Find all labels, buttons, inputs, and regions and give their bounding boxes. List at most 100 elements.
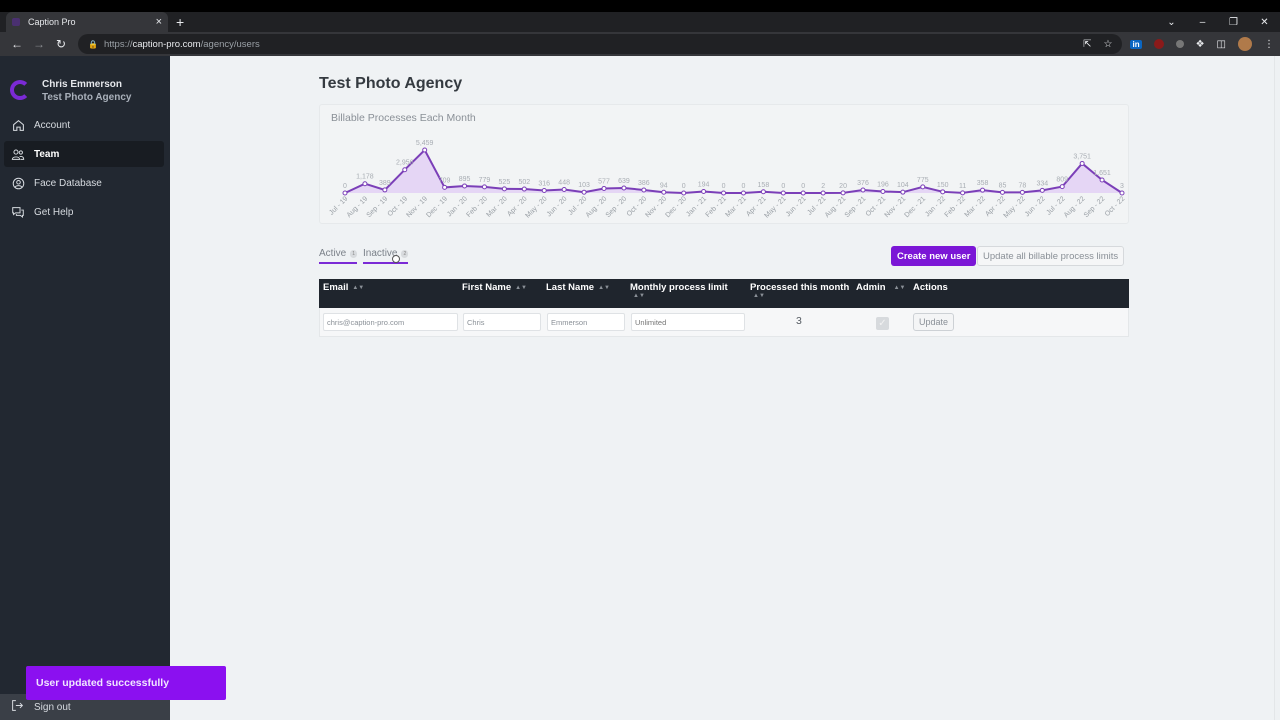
kebab-menu-icon[interactable]: ⋮: [1264, 38, 1274, 50]
ublock-extension-icon[interactable]: [1153, 39, 1164, 49]
sidebar-item-get-help[interactable]: Get Help: [4, 199, 164, 225]
svg-text:2,956: 2,956: [396, 160, 414, 167]
linkedin-extension-icon[interactable]: in: [1130, 39, 1142, 49]
svg-text:Dec - 20: Dec - 20: [664, 195, 688, 219]
svg-text:389: 389: [379, 180, 391, 187]
bookmark-star-icon[interactable]: ☆: [1103, 38, 1113, 50]
svg-text:709: 709: [439, 177, 451, 184]
svg-text:Jun - 21: Jun - 21: [785, 195, 808, 218]
back-icon[interactable]: ←: [11, 37, 23, 51]
tab-inactive[interactable]: Inactive 2: [363, 248, 409, 264]
svg-text:0: 0: [343, 183, 347, 190]
svg-text:11: 11: [959, 183, 966, 190]
sidebar-item-account[interactable]: Account: [4, 112, 164, 138]
sidebar-nav: Account Team Face Database Get Help: [0, 112, 170, 225]
main-content: Test Photo Agency Billable Processes Eac…: [170, 56, 1280, 720]
svg-text:Mar - 21: Mar - 21: [724, 195, 747, 218]
column-header-admin[interactable]: Admin ▲▼: [856, 282, 905, 293]
url-path: /agency/users: [200, 38, 260, 50]
update-user-button[interactable]: Update: [913, 313, 955, 331]
avatar: [10, 80, 32, 102]
update-all-limits-button[interactable]: Update all billable process limits: [977, 246, 1125, 266]
svg-text:386: 386: [638, 180, 650, 187]
monthly-limit-field[interactable]: [631, 313, 745, 331]
forward-icon[interactable]: →: [33, 37, 45, 51]
sort-icon[interactable]: ▲▼: [753, 293, 765, 299]
svg-text:Feb - 21: Feb - 21: [705, 195, 728, 218]
browser-tab[interactable]: Caption Pro ×: [6, 12, 168, 32]
svg-text:Sep - 20: Sep - 20: [605, 195, 629, 219]
column-header-email[interactable]: Email ▲▼: [323, 282, 364, 293]
svg-text:94: 94: [660, 182, 668, 189]
sort-icon[interactable]: ▲▼: [598, 284, 610, 291]
svg-text:196: 196: [877, 181, 889, 188]
side-panel-icon[interactable]: ◫: [1216, 38, 1226, 50]
users-icon: [11, 147, 25, 161]
chart-title: Billable Processes Each Month: [331, 112, 476, 124]
user-profile: Chris Emmerson Test Photo Agency: [0, 56, 170, 112]
admin-checkbox[interactable]: ✓: [876, 317, 889, 330]
sidebar-item-face-database[interactable]: Face Database: [4, 170, 164, 196]
svg-text:Sep - 21: Sep - 21: [844, 195, 868, 219]
sort-icon[interactable]: ▲▼: [633, 293, 645, 299]
favicon-icon: [12, 18, 20, 26]
face-icon: [11, 176, 25, 190]
sidebar-item-label: Account: [34, 119, 71, 131]
sidebar-item-team[interactable]: Team: [4, 141, 164, 167]
address-bar[interactable]: 🔒 https://caption-pro.com/agency/users ⇱…: [78, 34, 1123, 54]
tab-close-icon[interactable]: ×: [155, 16, 162, 28]
browser-tab-strip: Caption Pro × + ⌄ – ❐ ✕: [0, 12, 1280, 32]
app-root: Chris Emmerson Test Photo Agency Account…: [0, 56, 1280, 720]
share-icon[interactable]: ⇱: [1083, 38, 1092, 50]
close-window-icon[interactable]: ✕: [1260, 16, 1269, 28]
tab-title: Caption Pro: [28, 17, 76, 27]
logo-c-icon: [10, 80, 30, 100]
column-header-last-name[interactable]: Last Name ▲▼: [546, 282, 610, 293]
svg-text:775: 775: [917, 177, 929, 184]
extension-icon[interactable]: [1175, 40, 1184, 48]
header-label: Actions: [913, 282, 948, 293]
sort-icon[interactable]: ▲▼: [893, 284, 906, 291]
svg-text:Mar - 20: Mar - 20: [485, 195, 508, 218]
header-label: Email: [323, 282, 349, 293]
email-field[interactable]: [323, 313, 458, 331]
reload-icon[interactable]: ↻: [55, 37, 67, 51]
svg-text:779: 779: [479, 177, 491, 184]
scrollbar[interactable]: [1274, 56, 1280, 720]
column-header-monthly-limit[interactable]: Monthly process limit ▲▼: [630, 282, 728, 299]
table-row: 3 ✓ Update: [319, 308, 1129, 337]
chat-icon: [11, 205, 25, 219]
mouse-cursor: [392, 255, 400, 263]
users-table: Email ▲▼ First Name ▲▼ Last Name ▲▼ Monthly…: [319, 279, 1129, 337]
svg-text:May - 20: May - 20: [524, 195, 548, 219]
last-name-field[interactable]: [547, 313, 625, 331]
restore-icon[interactable]: ❐: [1229, 16, 1238, 28]
sort-icon[interactable]: ▲▼: [352, 284, 365, 291]
table-header: Email ▲▼ First Name ▲▼ Last Name ▲▼ Monthly…: [319, 279, 1129, 308]
column-header-processed[interactable]: Processed this month ▲▼: [750, 282, 849, 299]
tab-active[interactable]: Active 1: [319, 248, 358, 264]
puzzle-extensions-icon[interactable]: ❖: [1195, 38, 1205, 50]
svg-text:639: 639: [618, 178, 630, 185]
svg-text:0: 0: [722, 183, 726, 190]
sort-icon[interactable]: ▲▼: [515, 284, 527, 291]
svg-text:103: 103: [578, 182, 590, 189]
svg-text:158: 158: [758, 182, 770, 189]
column-header-first-name[interactable]: First Name ▲▼: [462, 282, 527, 293]
profile-avatar-icon[interactable]: [1238, 37, 1252, 51]
svg-text:150: 150: [937, 182, 949, 189]
new-tab-button[interactable]: +: [176, 14, 185, 30]
svg-text:2: 2: [821, 183, 825, 190]
first-name-field[interactable]: [463, 313, 541, 331]
sign-out-label: Sign out: [34, 701, 71, 713]
header-label: Last Name: [546, 282, 595, 293]
status-tabs: Active 1 Inactive 2: [319, 248, 409, 264]
svg-text:1,651: 1,651: [1093, 170, 1111, 177]
minimize-icon[interactable]: –: [1199, 16, 1206, 28]
sidebar-item-label: Get Help: [34, 206, 74, 218]
count-badge: 1: [350, 249, 358, 258]
create-new-user-button[interactable]: Create new user: [891, 246, 977, 266]
window-controls: ⌄ – ❐ ✕: [1156, 12, 1280, 32]
header-label: Monthly process limit: [630, 282, 728, 293]
tab-search-icon[interactable]: ⌄: [1167, 16, 1176, 28]
